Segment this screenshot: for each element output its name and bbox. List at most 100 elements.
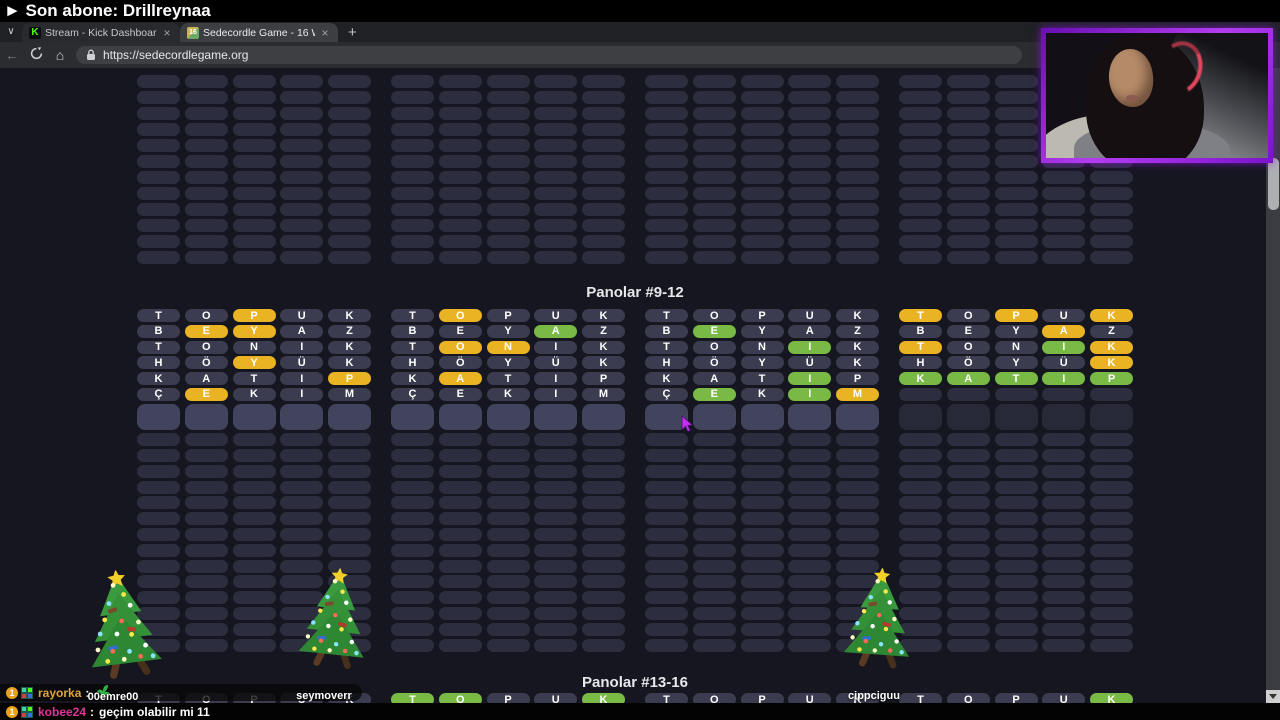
tab-sedecordle-game[interactable]: 16 Sedecordle Game - 16 Words Wor ×	[180, 23, 338, 42]
empty-tile	[534, 235, 578, 248]
empty-tile	[692, 638, 736, 652]
empty-tile	[994, 480, 1038, 494]
empty-tile	[994, 139, 1038, 152]
empty-tile	[899, 203, 942, 216]
empty-tile	[486, 219, 530, 232]
empty-tile	[946, 575, 990, 589]
empty-tile	[788, 403, 832, 430]
letter-tile: Ç	[645, 387, 688, 401]
letter-tile: K	[232, 387, 276, 401]
empty-tile	[232, 171, 276, 184]
letter-tile: O	[692, 693, 736, 706]
empty-tile	[486, 203, 530, 216]
empty-tile	[184, 449, 228, 463]
sub-tier-badge: 1	[6, 686, 18, 699]
scrollbar-thumb[interactable]	[1267, 158, 1279, 210]
empty-tile	[137, 187, 180, 200]
empty-tile	[391, 139, 434, 152]
letter-tile: P	[486, 309, 530, 322]
webcam-video	[1046, 33, 1268, 158]
url-text: https://sedecordlegame.org	[103, 48, 249, 62]
board-row	[137, 559, 371, 573]
empty-tile	[946, 543, 990, 557]
empty-tile	[438, 123, 482, 136]
tab-search-chevron-icon[interactable]: ∨	[7, 26, 15, 37]
empty-tile	[946, 91, 990, 104]
empty-tile	[534, 449, 578, 463]
empty-tile	[899, 403, 942, 430]
home-icon[interactable]: ⌂	[55, 47, 65, 63]
empty-tile	[645, 171, 688, 184]
board-row	[899, 559, 1133, 573]
empty-tile	[582, 638, 625, 652]
empty-tile	[645, 251, 688, 264]
empty-tile	[280, 591, 324, 605]
empty-tile	[280, 219, 324, 232]
address-bar[interactable]: https://sedecordlegame.org	[76, 46, 1022, 64]
letter-tile: U	[788, 309, 832, 322]
empty-tile	[946, 107, 990, 120]
empty-tile	[391, 575, 434, 589]
empty-tile	[836, 575, 879, 589]
letter-tile: O	[438, 693, 482, 706]
empty-tile	[788, 543, 832, 557]
empty-tile	[692, 512, 736, 526]
empty-tile	[137, 403, 180, 430]
empty-tile	[946, 403, 990, 430]
empty-tile	[582, 464, 625, 478]
empty-tile	[836, 449, 879, 463]
tree-username-label: 00emre00	[87, 691, 139, 703]
empty-tile	[137, 433, 180, 447]
empty-tile	[184, 480, 228, 494]
tab-kick-dashboard[interactable]: K Stream - Kick Dashboard ×	[22, 23, 180, 42]
empty-tile	[1090, 251, 1133, 264]
reload-icon[interactable]	[24, 47, 48, 63]
back-icon[interactable]: ←	[5, 47, 19, 63]
letter-tile: Ö	[184, 356, 228, 370]
letter-tile: T	[994, 372, 1038, 386]
scrollbar-down-button[interactable]	[1266, 690, 1280, 703]
new-tab-button[interactable]: +	[348, 24, 357, 41]
empty-tile	[740, 607, 784, 621]
empty-tile	[994, 91, 1038, 104]
empty-tile	[899, 107, 942, 120]
empty-tile	[184, 219, 228, 232]
board-row	[645, 559, 879, 573]
board-row	[899, 543, 1133, 557]
empty-tile	[137, 496, 180, 510]
empty-tile	[1042, 449, 1086, 463]
empty-tile	[1090, 512, 1133, 526]
empty-tile	[328, 155, 371, 168]
empty-tile	[137, 251, 180, 264]
empty-tile	[438, 480, 482, 494]
empty-tile	[582, 575, 625, 589]
empty-tile	[946, 123, 990, 136]
empty-tile	[692, 155, 736, 168]
empty-tile	[788, 496, 832, 510]
empty-tile	[692, 607, 736, 621]
scrollbar-track[interactable]	[1266, 68, 1280, 703]
letter-tile: I	[1042, 340, 1086, 354]
letter-tile: K	[582, 356, 625, 370]
empty-tile	[994, 622, 1038, 636]
empty-tile	[836, 139, 879, 152]
empty-tile	[1090, 559, 1133, 573]
letter-tile: K	[1090, 340, 1133, 354]
empty-tile	[788, 107, 832, 120]
empty-tile	[280, 480, 324, 494]
empty-tile	[184, 91, 228, 104]
close-tab-icon[interactable]: ×	[163, 25, 171, 40]
empty-tile	[184, 559, 228, 573]
empty-tile	[328, 187, 371, 200]
empty-tile	[740, 575, 784, 589]
empty-tile	[645, 622, 688, 636]
empty-tile	[184, 75, 228, 88]
empty-tile	[788, 622, 832, 636]
empty-tile	[184, 433, 228, 447]
close-tab-icon[interactable]: ×	[321, 25, 329, 40]
empty-tile	[645, 575, 688, 589]
empty-tile	[280, 512, 324, 526]
